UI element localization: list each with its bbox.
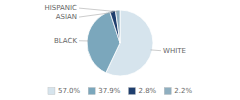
- slice-label: BLACK: [54, 37, 77, 45]
- slice-label: HISPANIC: [44, 4, 77, 12]
- leader-line: [79, 8, 118, 12]
- legend: 57.0% 37.9% 2.8% 2.2%: [48, 87, 192, 95]
- legend-label: 37.9%: [98, 87, 121, 95]
- legend-label: 57.0%: [58, 87, 81, 95]
- pie: [87, 10, 153, 76]
- pie-slice: [115, 10, 120, 43]
- legend-swatch: [48, 88, 55, 95]
- legend-swatch: [128, 88, 135, 95]
- leader-line: [79, 40, 89, 41]
- chart: HISPANICASIAN BLACK WHITE 57.0% 37.9% 2.8% 2.2…: [0, 0, 240, 100]
- legend-label: 2.8%: [138, 87, 156, 95]
- legend-swatch: [164, 88, 171, 95]
- legend-label: 2.2%: [174, 87, 192, 95]
- leader-line: [151, 49, 161, 51]
- legend-swatch: [88, 88, 95, 95]
- pie-slice: [110, 10, 120, 43]
- slice-label: ASIAN: [56, 13, 77, 21]
- slice-label: WHITE: [163, 47, 186, 55]
- leader-line: [79, 12, 113, 17]
